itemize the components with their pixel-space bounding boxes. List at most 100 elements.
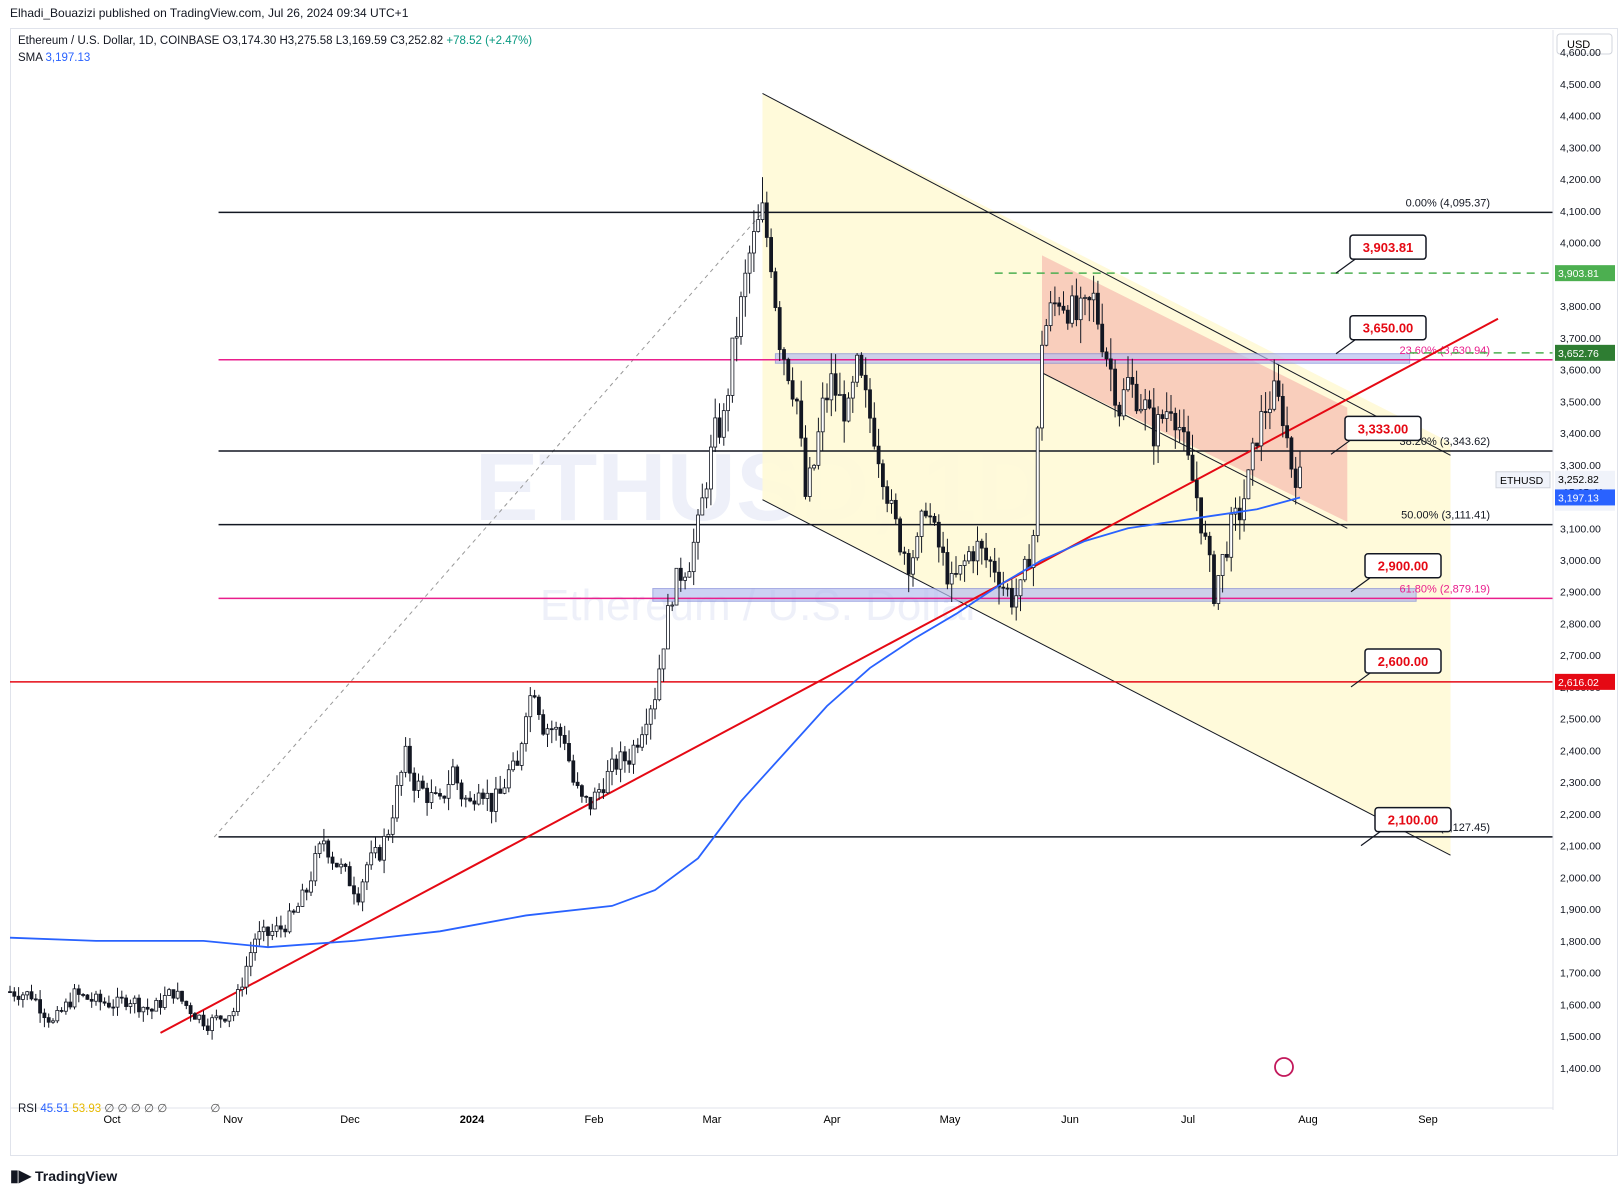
channel-upper-line bbox=[762, 93, 1451, 456]
candle-body bbox=[197, 1014, 202, 1020]
price-tick: 4,500.00 bbox=[1560, 79, 1601, 91]
time-label: Dec bbox=[340, 1114, 360, 1126]
candle-body bbox=[859, 354, 864, 376]
candle-body bbox=[863, 374, 868, 391]
candle-body bbox=[1061, 305, 1066, 311]
candle-body bbox=[1203, 532, 1208, 537]
candle-body bbox=[717, 417, 722, 438]
callout-label: 2,900.00 bbox=[1378, 559, 1429, 574]
candle-body bbox=[360, 881, 365, 903]
tradingview-logo[interactable]: ▮▶ TradingView bbox=[10, 1166, 117, 1186]
candle-body bbox=[730, 337, 735, 396]
candle-body bbox=[1194, 479, 1199, 499]
callout-label: 3,650.00 bbox=[1363, 321, 1414, 336]
candle-body bbox=[455, 766, 460, 784]
candle-body bbox=[850, 381, 855, 399]
candle-body bbox=[992, 560, 997, 573]
candle-body bbox=[167, 989, 172, 996]
candle-body bbox=[154, 1000, 159, 1012]
candle-body bbox=[420, 780, 425, 789]
support-zone bbox=[652, 588, 1417, 602]
candle-body bbox=[709, 446, 713, 490]
candle-body bbox=[1216, 575, 1221, 604]
candle-body bbox=[1268, 408, 1272, 414]
red-channel-fill bbox=[1042, 255, 1348, 522]
badge-red: 2,616.02 bbox=[1558, 677, 1599, 689]
candle-body bbox=[614, 758, 619, 770]
candle-body bbox=[72, 988, 77, 1008]
candle-body bbox=[511, 760, 516, 771]
candle-body bbox=[214, 1015, 219, 1019]
candle-body bbox=[618, 751, 623, 770]
candle-body bbox=[223, 1018, 227, 1022]
candle-body bbox=[984, 547, 988, 561]
price-tick: 3,300.00 bbox=[1560, 460, 1601, 472]
fib-level-label: 61.80% (2,879.19) bbox=[1399, 583, 1490, 595]
candle-body bbox=[261, 926, 266, 933]
candle-body bbox=[1263, 411, 1268, 414]
candle-body bbox=[764, 202, 769, 238]
callout-box bbox=[1344, 415, 1422, 442]
candle-body bbox=[1220, 553, 1225, 576]
candle-body bbox=[936, 521, 941, 548]
candle-body bbox=[1018, 579, 1023, 597]
candle-body bbox=[906, 553, 911, 575]
candle-body bbox=[975, 540, 980, 562]
candle-body bbox=[248, 952, 253, 967]
badge-green-mid: 3,652.76 bbox=[1558, 348, 1599, 360]
candle-body bbox=[954, 573, 958, 575]
candle-body bbox=[678, 567, 683, 581]
candles bbox=[8, 177, 1302, 1040]
candle-body bbox=[1096, 292, 1100, 325]
price-tick: 3,700.00 bbox=[1560, 333, 1601, 345]
candle-body bbox=[1126, 377, 1130, 391]
price-tick: 1,700.00 bbox=[1560, 968, 1601, 980]
candle-body bbox=[833, 373, 838, 396]
candle-body bbox=[997, 571, 1001, 588]
candle-body bbox=[945, 552, 950, 585]
candle-body bbox=[1229, 513, 1234, 558]
candle-body bbox=[403, 745, 408, 773]
candle-body bbox=[240, 986, 245, 990]
time-label: Aug bbox=[1298, 1114, 1318, 1126]
candle-body bbox=[842, 394, 847, 422]
price-tick: 3,100.00 bbox=[1560, 523, 1601, 535]
candle-body bbox=[429, 792, 434, 803]
candle-body bbox=[98, 993, 103, 1003]
candle-body bbox=[1298, 466, 1302, 488]
candle-body bbox=[1173, 412, 1178, 431]
currency-label: USD bbox=[1567, 39, 1590, 51]
candle-body bbox=[962, 560, 967, 566]
candle-body bbox=[674, 567, 679, 606]
candle-body bbox=[644, 723, 649, 736]
callout-box bbox=[1364, 648, 1442, 674]
candle-body bbox=[257, 931, 262, 940]
candle-body bbox=[1001, 586, 1006, 589]
price-tick: 4,300.00 bbox=[1560, 142, 1601, 154]
tradingview-brand: TradingView bbox=[35, 1168, 118, 1184]
time-label: Jun bbox=[1061, 1114, 1079, 1126]
candle-body bbox=[485, 792, 490, 799]
candle-body bbox=[704, 488, 709, 499]
candle-body bbox=[85, 994, 90, 1000]
candle-body bbox=[1199, 497, 1203, 534]
candle-body bbox=[868, 389, 872, 419]
candle-body bbox=[1048, 302, 1053, 326]
badge-green-mid-bg bbox=[1555, 344, 1615, 361]
candle-body bbox=[489, 792, 494, 812]
candle-body bbox=[1246, 469, 1251, 500]
callout-label: 3,903.81 bbox=[1363, 240, 1414, 255]
candle-body bbox=[743, 272, 748, 298]
candle-body bbox=[1053, 302, 1057, 305]
candle-body bbox=[734, 336, 739, 339]
badge-sma: 3,197.13 bbox=[1558, 492, 1599, 504]
tradingview-icon: ▮▶ bbox=[10, 1168, 32, 1185]
price-tick: 2,000.00 bbox=[1560, 872, 1601, 884]
candle-body bbox=[304, 889, 309, 893]
candle-body bbox=[317, 843, 322, 854]
candle-body bbox=[506, 769, 511, 789]
badge-symbol-bg bbox=[1495, 471, 1551, 489]
time-label: Mar bbox=[703, 1114, 722, 1126]
candle-body bbox=[188, 1005, 193, 1015]
